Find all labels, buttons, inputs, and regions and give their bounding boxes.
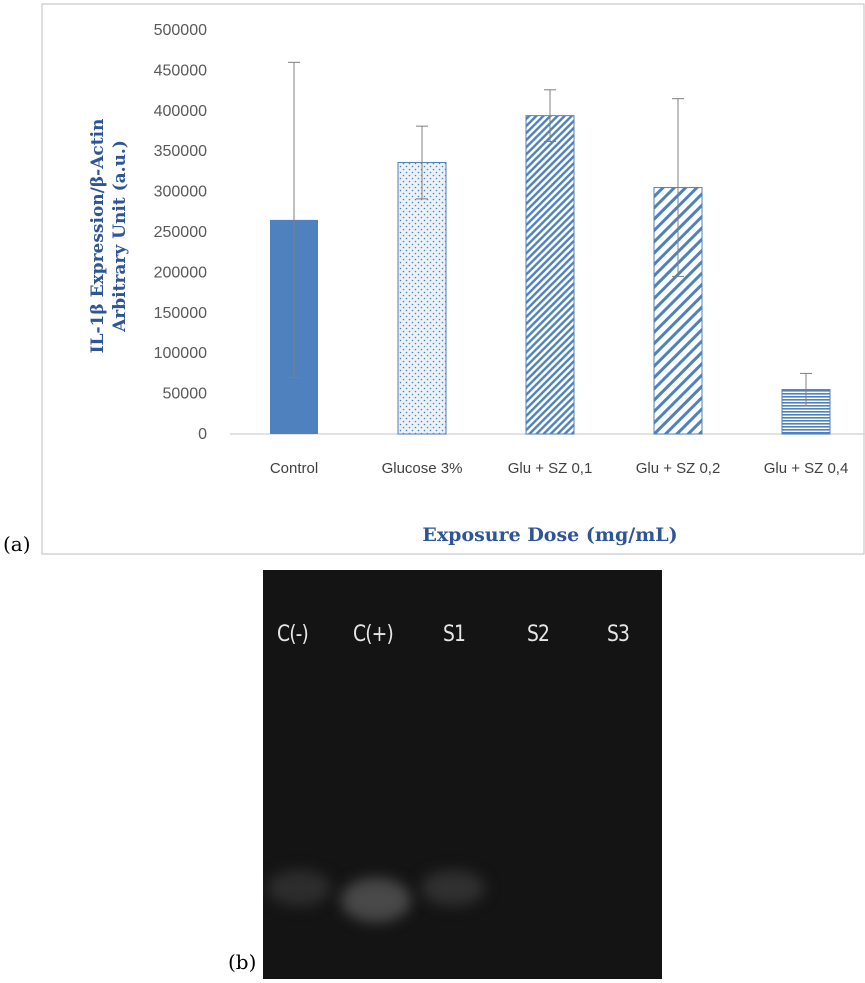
gel-band xyxy=(267,870,331,906)
panel-label-b: (b) xyxy=(228,950,257,974)
bar xyxy=(525,115,575,435)
x-axis-title: Exposure Dose (mg/mL) xyxy=(422,524,677,546)
error-bar xyxy=(416,125,428,200)
x-category-label: Glu + SZ 0,1 xyxy=(508,460,593,477)
gel-lane-label: S2 xyxy=(527,622,550,647)
gel-lane-label: S1 xyxy=(443,622,466,647)
y-tick-label: 300000 xyxy=(154,184,207,201)
gel-band xyxy=(341,878,411,922)
bars xyxy=(270,115,831,435)
y-axis-title-line2: Arbitrary Unit (a.u.) xyxy=(110,140,130,333)
error-bar xyxy=(672,98,684,277)
gel-lane-label: C(-) xyxy=(277,622,309,647)
error-bar xyxy=(800,372,812,407)
x-category-label: Glucose 3% xyxy=(382,460,463,477)
y-tick-label: 150000 xyxy=(154,305,207,322)
y-axis-ticks: 0 50000 100000 150000 200000 250000 300000 3500… xyxy=(154,22,207,443)
gel-lane-label: S3 xyxy=(607,622,630,647)
y-tick-label: 400000 xyxy=(154,103,207,120)
bar xyxy=(397,162,447,435)
y-tick-label: 50000 xyxy=(163,386,208,403)
x-category-label: Glu + SZ 0,4 xyxy=(764,460,849,477)
gel-band xyxy=(421,870,485,906)
x-category-label: Control xyxy=(270,460,318,477)
x-category-label: Glu + SZ 0,2 xyxy=(636,460,721,477)
x-axis-categories: Control Glucose 3% Glu + SZ 0,1 Glu + SZ 0,… xyxy=(270,460,848,477)
y-tick-label: 100000 xyxy=(154,345,207,362)
chart-frame xyxy=(41,3,865,555)
error-bar xyxy=(544,89,556,143)
y-tick-label: 500000 xyxy=(154,22,207,39)
gel-image: C(-) C(+) S1 S2 S3 xyxy=(263,570,662,979)
y-tick-label: 450000 xyxy=(154,62,207,79)
y-axis-title-line1: IL-1β Expression/β-Actin xyxy=(88,119,108,354)
y-tick-label: 200000 xyxy=(154,264,207,281)
error-bars xyxy=(288,61,812,407)
y-tick-label: 250000 xyxy=(154,224,207,241)
error-bar xyxy=(288,61,300,378)
panel-label-a: (a) xyxy=(3,532,31,556)
y-tick-label: 0 xyxy=(198,426,207,443)
y-tick-label: 350000 xyxy=(154,143,207,160)
gel-lane-label: C(+) xyxy=(353,622,394,647)
bar-chart: 0 50000 100000 150000 200000 250000 300000 3500… xyxy=(41,3,865,555)
